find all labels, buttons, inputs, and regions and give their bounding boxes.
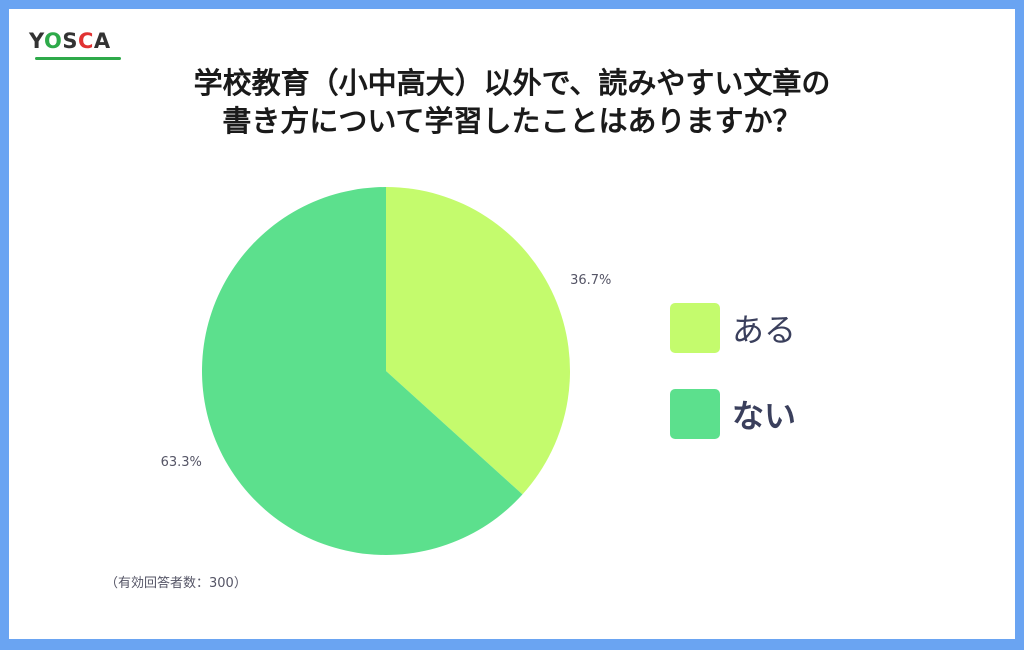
logo-letter-o: O bbox=[43, 29, 63, 53]
chart-title-line1: 学校教育（小中高大）以外で、読みやすい文章の bbox=[193, 66, 831, 100]
legend-label-aru: ある bbox=[732, 311, 797, 349]
pie-slice-aru bbox=[386, 187, 570, 495]
logo-letter-s: S bbox=[62, 29, 78, 53]
yosca-logo: YOSCA bbox=[29, 23, 121, 60]
chart-title: 学校教育（小中高大）以外で、読みやすい文章の 書き方について学習したことはありま… bbox=[9, 64, 1015, 140]
legend-swatch-aru bbox=[670, 303, 720, 353]
logo-underline bbox=[35, 57, 121, 60]
pie-chart: 36.7% 63.3% bbox=[161, 187, 611, 555]
legend-swatch-nai bbox=[670, 389, 720, 439]
logo-text: YOSCA bbox=[29, 29, 111, 53]
logo-letter-a: A bbox=[93, 29, 111, 53]
chart-card: YOSCA 学校教育（小中高大）以外で、読みやすい文章の 書き方について学習した… bbox=[9, 9, 1015, 639]
legend-item-nai: ない bbox=[670, 387, 796, 441]
pie-label-aru: 36.7% bbox=[570, 273, 611, 288]
chart-title-line2: 書き方について学習したことはありますか？ bbox=[222, 104, 802, 138]
pie-slice-nai bbox=[201, 187, 523, 555]
pie-label-nai: 63.3% bbox=[161, 455, 202, 470]
respondent-count-note: （有効回答者数：300） bbox=[105, 576, 247, 591]
legend-item-aru: ある bbox=[670, 301, 796, 355]
logo-letter-y: Y bbox=[29, 29, 44, 53]
legend-label-nai: ない bbox=[732, 397, 797, 435]
logo-letter-c: C bbox=[77, 29, 94, 53]
